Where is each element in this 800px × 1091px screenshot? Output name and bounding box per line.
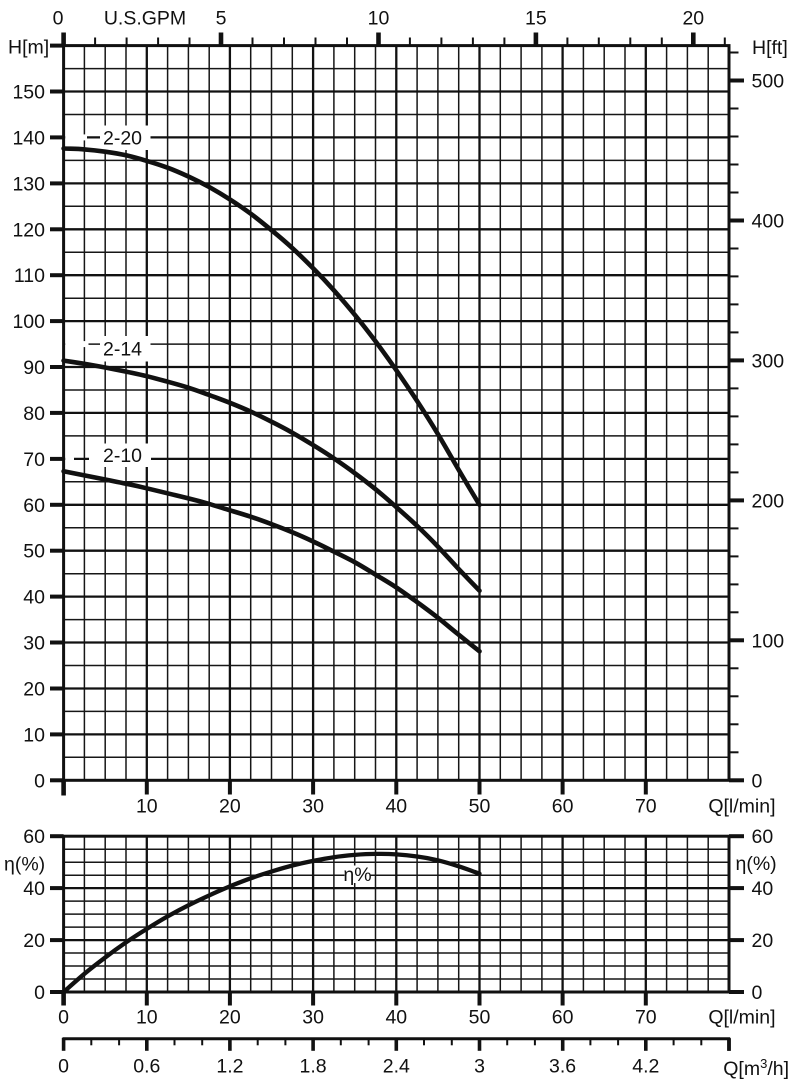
svg-text:120: 120 [12,219,45,241]
svg-text:60: 60 [552,1007,574,1029]
svg-text:70: 70 [23,449,45,471]
svg-text:90: 90 [23,357,45,379]
svg-text:20: 20 [752,930,774,952]
svg-text:100: 100 [752,630,785,652]
svg-text:0: 0 [34,982,45,1004]
svg-text:η(%): η(%) [736,853,777,875]
svg-text:150: 150 [12,82,45,104]
svg-text:2-14: 2-14 [103,339,142,361]
svg-text:3: 3 [474,1056,485,1078]
svg-text:60: 60 [552,796,574,818]
svg-text:50: 50 [469,796,491,818]
svg-text:140: 140 [12,127,45,149]
svg-text:300: 300 [752,350,785,372]
svg-text:40: 40 [385,1007,407,1029]
svg-text:500: 500 [752,71,785,93]
svg-text:20: 20 [23,930,45,952]
svg-text:Q[m3/h]: Q[m3/h] [723,1056,789,1080]
svg-text:60: 60 [752,826,774,848]
svg-text:70: 70 [635,1007,657,1029]
svg-text:10: 10 [136,1007,158,1029]
svg-text:20: 20 [23,679,45,701]
svg-text:110: 110 [14,265,45,287]
svg-text:40: 40 [23,878,45,900]
svg-text:40: 40 [23,587,45,609]
svg-text:50: 50 [469,1007,491,1029]
svg-text:30: 30 [302,796,324,818]
svg-text:U.S.GPM: U.S.GPM [104,8,186,30]
svg-text:4.2: 4.2 [632,1056,659,1078]
svg-text:50: 50 [23,541,45,563]
svg-text:130: 130 [12,173,45,195]
svg-text:15: 15 [525,8,547,30]
svg-text:400: 400 [752,211,785,233]
svg-text:20: 20 [219,796,241,818]
svg-text:80: 80 [23,403,45,425]
svg-text:Q[l/min]: Q[l/min] [708,796,775,818]
svg-text:η(%): η(%) [4,854,45,876]
svg-text:3.6: 3.6 [549,1056,576,1078]
svg-text:40: 40 [752,878,774,900]
svg-text:η%: η% [343,864,371,886]
svg-text:1.8: 1.8 [300,1056,327,1078]
svg-text:H[m]: H[m] [8,37,49,59]
svg-text:60: 60 [23,495,45,517]
svg-text:0: 0 [58,1007,69,1029]
svg-text:100: 100 [12,311,45,333]
svg-text:H[ft]: H[ft] [752,37,788,59]
svg-text:40: 40 [385,796,407,818]
svg-text:Q[l/min]: Q[l/min] [708,1007,775,1029]
svg-text:1.2: 1.2 [216,1056,243,1078]
svg-text:2-20: 2-20 [103,128,142,150]
svg-text:0: 0 [53,8,64,30]
svg-text:60: 60 [23,826,45,848]
svg-text:5: 5 [216,8,227,30]
svg-text:0: 0 [752,982,763,1004]
svg-text:70: 70 [635,796,657,818]
svg-text:0: 0 [58,1056,69,1078]
svg-text:0: 0 [34,770,45,792]
svg-text:10: 10 [368,8,390,30]
svg-text:20: 20 [682,8,704,30]
svg-text:2.4: 2.4 [383,1056,410,1078]
svg-text:10: 10 [23,724,45,746]
svg-text:20: 20 [219,1007,241,1029]
svg-text:0.6: 0.6 [133,1056,160,1078]
svg-text:10: 10 [136,796,158,818]
svg-text:0: 0 [752,770,763,792]
svg-text:30: 30 [302,1007,324,1029]
svg-text:2-10: 2-10 [103,445,142,467]
svg-text:30: 30 [23,633,45,655]
svg-text:200: 200 [752,490,785,512]
